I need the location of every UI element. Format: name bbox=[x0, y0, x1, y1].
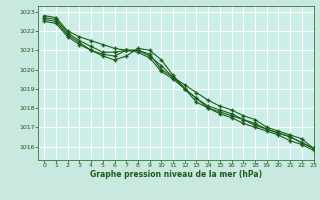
X-axis label: Graphe pression niveau de la mer (hPa): Graphe pression niveau de la mer (hPa) bbox=[90, 170, 262, 179]
